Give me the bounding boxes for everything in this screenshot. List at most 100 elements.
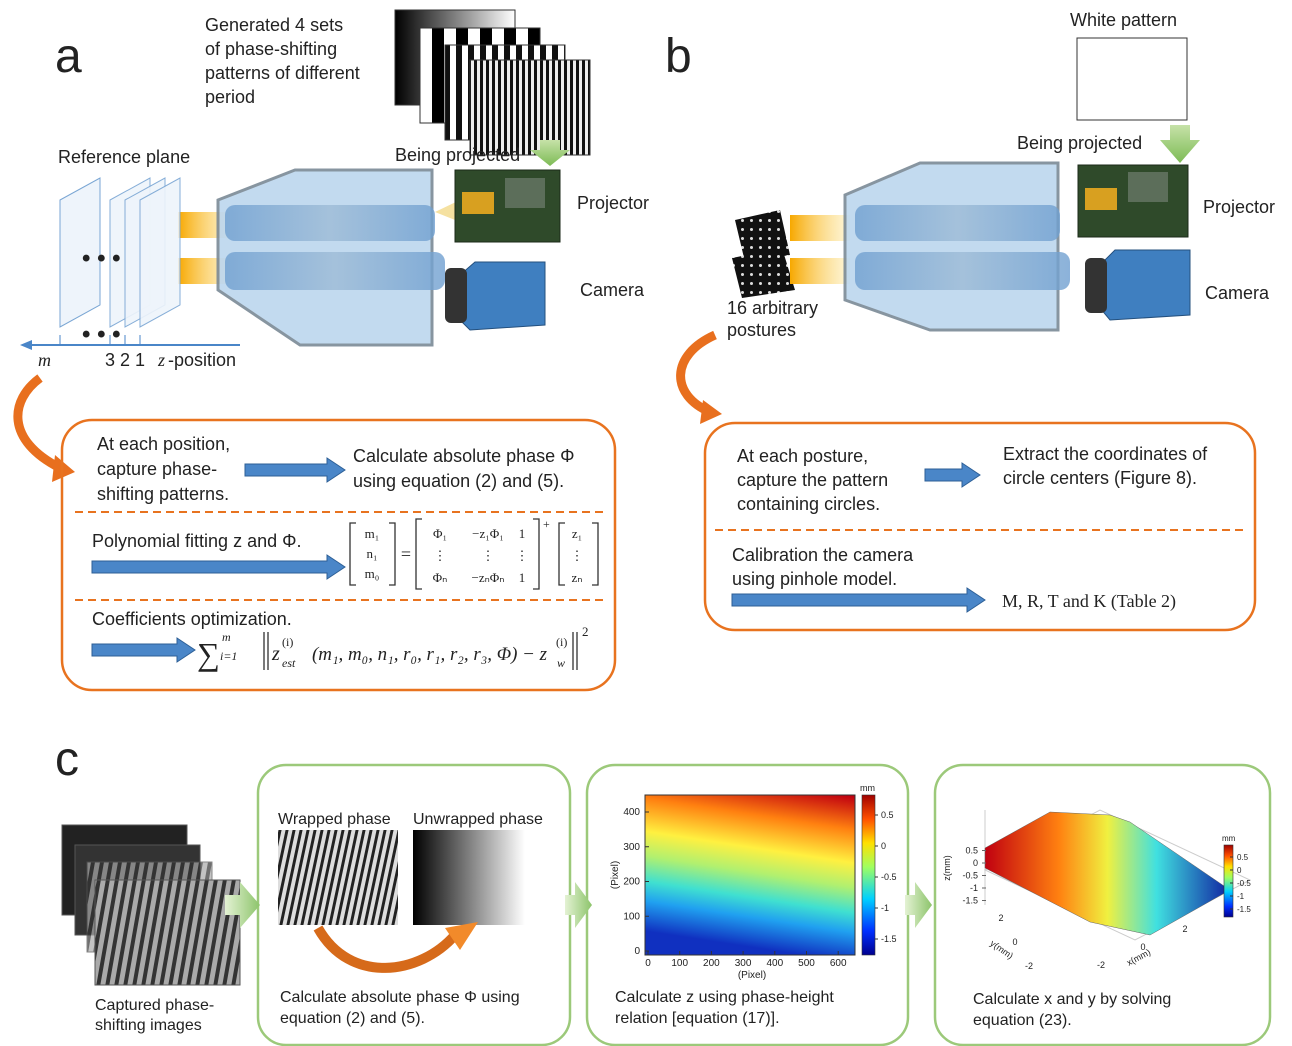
caption: Captured phase- xyxy=(95,997,214,1014)
colorbar-unit: mm xyxy=(860,783,875,793)
caption: equation (2) and (5). xyxy=(280,1010,425,1027)
axis-label: -position xyxy=(168,350,236,370)
y-tick-label: 100 xyxy=(623,911,640,922)
colorbar-tick-label: -1 xyxy=(1237,892,1245,901)
x-tick-label: 600 xyxy=(830,958,847,969)
arrow xyxy=(732,588,985,612)
colorbar-tick-label: -1.5 xyxy=(1237,905,1251,914)
y-axis-label: y(mm) xyxy=(988,938,1015,961)
matrix-cell: m₁ xyxy=(365,526,380,541)
caption: Calculate absolute phase Φ using xyxy=(280,989,520,1006)
panel-label: b xyxy=(665,30,692,83)
axis-label: m xyxy=(38,350,51,370)
y-tick-label: 0 xyxy=(634,946,640,957)
formula: est xyxy=(282,656,296,670)
step-text: At each position, xyxy=(97,434,230,454)
y-tick-label: 300 xyxy=(623,842,640,853)
matrix-cell: m₀ xyxy=(365,566,380,581)
z-tick-label: 0 xyxy=(973,858,978,868)
formula: i=1 xyxy=(220,649,237,663)
x-tick-label: 0 xyxy=(645,958,651,969)
formula: w xyxy=(557,656,565,670)
step-text: shifting patterns. xyxy=(97,484,229,504)
colorbar-tick-label: 0 xyxy=(1237,866,1242,875)
matrix-cell: ⋮ xyxy=(434,548,447,563)
matrix-cell: −zₙΦₙ xyxy=(472,570,505,585)
formula: z xyxy=(271,643,280,665)
step-text: using pinhole model. xyxy=(732,569,897,589)
matrix-cell: 1 xyxy=(519,570,526,585)
colorbar-tick-label: 0.5 xyxy=(881,810,894,820)
x-tick-label: 400 xyxy=(766,958,783,969)
step-text: M, R, T and K (Table 2) xyxy=(1002,591,1176,612)
x-axis-label: x(mm) xyxy=(1125,947,1152,968)
arrow xyxy=(245,458,345,482)
panel-label: a xyxy=(55,30,82,83)
step-text: capture the pattern xyxy=(737,470,888,490)
caption: Generated 4 sets xyxy=(205,15,343,35)
colorbar-tick-label: 0.5 xyxy=(1237,853,1249,862)
label: postures xyxy=(727,320,796,340)
caption: of phase-shifting xyxy=(205,39,337,59)
step-text: Calculate absolute phase Φ xyxy=(353,446,575,466)
label: Camera xyxy=(580,280,645,300)
matrix-cell: z₁ xyxy=(572,526,582,541)
arrow xyxy=(92,638,195,662)
step-text: Calibration the camera xyxy=(732,545,914,565)
colorbar-tick-label: 0 xyxy=(881,841,886,851)
caption: Calculate x and y by solving xyxy=(973,991,1171,1008)
arrow xyxy=(92,555,345,579)
axis-label: z xyxy=(157,350,165,370)
arrow xyxy=(925,463,980,487)
y-tick-label: -2 xyxy=(1025,961,1033,971)
x-tick-label: 200 xyxy=(703,958,720,969)
y-tick-label: 0 xyxy=(1012,937,1017,947)
colorbar-tick-label: -1.5 xyxy=(881,934,897,944)
colorbar-tick-label: -1 xyxy=(881,903,889,913)
matrix-cell: 1 xyxy=(519,526,526,541)
step-text: capture phase- xyxy=(97,459,217,479)
label: Unwrapped phase xyxy=(413,811,543,828)
y-tick-label: 400 xyxy=(623,807,640,818)
x-tick-label: 2 xyxy=(1182,924,1187,934)
matrix-symbol: + xyxy=(543,517,550,531)
z-tick-label: -0.5 xyxy=(962,871,978,881)
step-text: Coefficients optimization. xyxy=(92,609,292,629)
matrix-cell: ⋮ xyxy=(516,548,529,563)
x-tick-label: 300 xyxy=(735,958,752,969)
formula: (m₁, m₀, n₁, r₀, r₁, r₂, r₃, Φ) − z xyxy=(312,644,548,665)
y-tick-label: 200 xyxy=(623,877,640,888)
svg-text:• • •: • • • xyxy=(82,321,121,348)
caption: relation [equation (17)]. xyxy=(615,1010,780,1027)
label: White pattern xyxy=(1070,10,1177,30)
matrix-cell: zₙ xyxy=(572,570,583,585)
x-axis-label: (Pixel) xyxy=(738,970,766,981)
caption: shifting images xyxy=(95,1017,202,1034)
matrix-cell: ⋮ xyxy=(482,548,495,563)
label: Projector xyxy=(577,193,649,213)
label: Reference plane xyxy=(58,147,190,167)
label: Camera xyxy=(1205,283,1270,303)
label: Projector xyxy=(1203,197,1275,217)
step-text: containing circles. xyxy=(737,494,880,514)
formula: 2 xyxy=(582,624,589,639)
step-text: Polynomial fitting z and Φ. xyxy=(92,531,301,551)
y-tick-label: 2 xyxy=(998,913,1003,923)
formula: ∑ xyxy=(197,636,220,672)
matrix-cell: ⋮ xyxy=(571,548,584,563)
step-text: At each posture, xyxy=(737,446,868,466)
caption: equation (23). xyxy=(973,1012,1072,1029)
colorbar-tick-label: -0.5 xyxy=(1237,879,1251,888)
colorbar-unit: mm xyxy=(1222,834,1236,843)
x-tick-label: -2 xyxy=(1097,960,1105,970)
label: 16 arbitrary xyxy=(727,298,818,318)
formula: (i) xyxy=(282,635,293,649)
matrix-symbol: = xyxy=(401,544,411,564)
step-text: Extract the coordinates of xyxy=(1003,444,1208,464)
z-tick-label: -1.5 xyxy=(962,896,978,906)
panel-label: c xyxy=(55,733,79,786)
matrix-cell: n₁ xyxy=(366,546,377,561)
x-tick-label: 500 xyxy=(798,958,815,969)
z-tick-label: -1 xyxy=(970,883,978,893)
caption: patterns of different xyxy=(205,63,360,83)
